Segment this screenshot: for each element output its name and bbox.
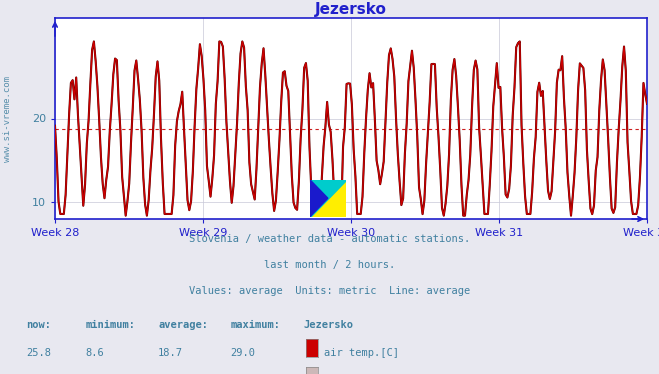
- Polygon shape: [310, 180, 328, 217]
- Text: last month / 2 hours.: last month / 2 hours.: [264, 260, 395, 270]
- Text: now:: now:: [26, 320, 51, 330]
- Text: 8.6: 8.6: [86, 348, 104, 358]
- Text: www.si-vreme.com: www.si-vreme.com: [3, 76, 13, 162]
- Title: Jezersko: Jezersko: [315, 2, 387, 17]
- Text: 18.7: 18.7: [158, 348, 183, 358]
- Text: air temp.[C]: air temp.[C]: [324, 348, 399, 358]
- Text: maximum:: maximum:: [231, 320, 281, 330]
- Text: Values: average  Units: metric  Line: average: Values: average Units: metric Line: aver…: [189, 286, 470, 296]
- Polygon shape: [310, 180, 346, 217]
- Text: 25.8: 25.8: [26, 348, 51, 358]
- Text: minimum:: minimum:: [86, 320, 136, 330]
- Polygon shape: [310, 180, 346, 217]
- Text: 29.0: 29.0: [231, 348, 256, 358]
- Text: Slovenia / weather data - automatic stations.: Slovenia / weather data - automatic stat…: [189, 234, 470, 244]
- Text: average:: average:: [158, 320, 208, 330]
- Text: Jezersko: Jezersko: [303, 320, 353, 330]
